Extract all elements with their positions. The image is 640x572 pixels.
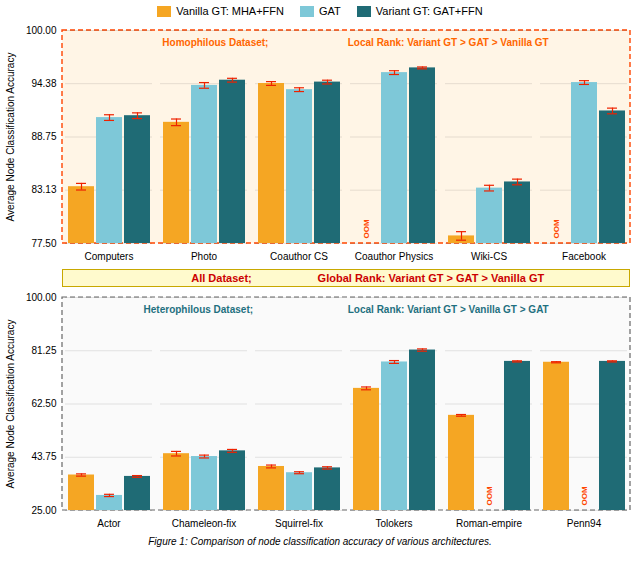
svg-text:Photo: Photo xyxy=(191,251,218,262)
svg-text:Coauthor Physics: Coauthor Physics xyxy=(355,251,433,262)
svg-text:Average Node Classification Ac: Average Node Classification Accuracy xyxy=(5,320,16,489)
svg-text:100.00: 100.00 xyxy=(26,292,57,303)
html-text:Vanilla GT: MHA+FFN: Vanilla GT: MHA+FFN xyxy=(176,4,284,17)
svg-text:43.75: 43.75 xyxy=(31,451,56,462)
svg-text:100.00: 100.00 xyxy=(26,25,57,36)
svg-text:Average Node Classification Ac: Average Node Classification Accuracy xyxy=(5,53,16,222)
html-text:Global Rank: Variant GT > GAT: Global Rank: Variant GT > GAT > Vanilla … xyxy=(317,272,545,284)
html-text:GAT: GAT xyxy=(319,4,341,17)
svg-text:Local Rank: Variant GT > Vanil: Local Rank: Variant GT > Vanilla GT > GA… xyxy=(348,304,549,315)
svg-text:Heterophilous Dataset;: Heterophilous Dataset; xyxy=(144,304,253,315)
svg-text:94.38: 94.38 xyxy=(31,78,56,89)
svg-text:81.25: 81.25 xyxy=(31,345,56,356)
svg-text:Homophilous Dataset;: Homophilous Dataset; xyxy=(162,37,268,48)
svg-text:OOM: OOM xyxy=(580,486,589,505)
html-text:Figure 1: Comparison of node c: Figure 1: Comparison of node classificat… xyxy=(148,536,492,547)
svg-text:Facebook: Facebook xyxy=(562,251,607,262)
svg-text:Penn94: Penn94 xyxy=(567,518,602,529)
html-text:Variant GT: GAT+FFN: Variant GT: GAT+FFN xyxy=(375,4,483,17)
svg-text:Computers: Computers xyxy=(85,251,134,262)
svg-text:62.50: 62.50 xyxy=(31,398,56,409)
html-text:All Dataset;: All Dataset; xyxy=(191,272,252,284)
svg-text:OOM: OOM xyxy=(362,219,371,238)
svg-text:Wiki-CS: Wiki-CS xyxy=(471,251,507,262)
svg-text:Tolokers: Tolokers xyxy=(375,518,412,529)
svg-text:Roman-empire: Roman-empire xyxy=(456,518,523,529)
svg-text:Local Rank: Variant GT > GAT >: Local Rank: Variant GT > GAT > Vanilla G… xyxy=(348,37,549,48)
svg-text:OOM: OOM xyxy=(485,486,494,505)
svg-text:83.13: 83.13 xyxy=(31,184,56,195)
svg-text:Squirrel-fix: Squirrel-fix xyxy=(275,518,323,529)
svg-text:25.00: 25.00 xyxy=(31,505,56,516)
svg-text:88.75: 88.75 xyxy=(31,131,56,142)
svg-text:Chameleon-fix: Chameleon-fix xyxy=(172,518,236,529)
svg-text:OOM: OOM xyxy=(552,219,561,238)
svg-text:Coauthor CS: Coauthor CS xyxy=(270,251,328,262)
svg-text:77.50: 77.50 xyxy=(31,238,56,249)
svg-text:Actor: Actor xyxy=(97,518,121,529)
